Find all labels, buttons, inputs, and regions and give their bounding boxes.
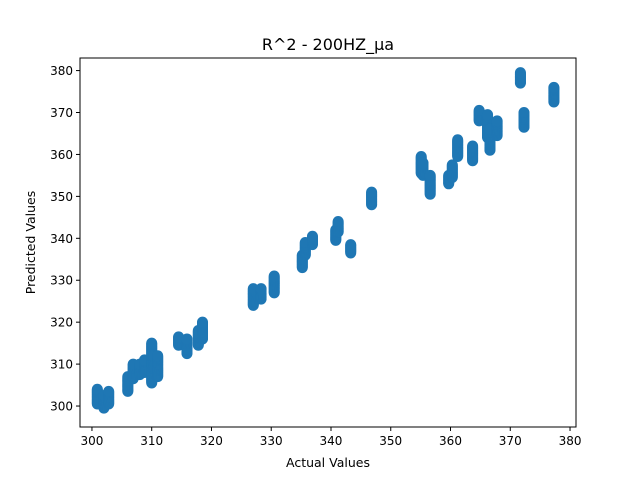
- y-tick-label: 360: [50, 148, 73, 162]
- data-point: [452, 134, 464, 146]
- y-tick-label: 380: [50, 64, 73, 78]
- x-tick-label: 320: [200, 434, 223, 448]
- data-point: [482, 109, 494, 121]
- data-point: [332, 216, 344, 228]
- y-tick-label: 300: [50, 400, 73, 414]
- data-point: [366, 186, 378, 198]
- data-point: [197, 316, 209, 328]
- y-tick-label: 330: [50, 274, 73, 288]
- data-point: [255, 283, 267, 295]
- y-tick-label: 370: [50, 106, 73, 120]
- x-tick-label: 300: [80, 434, 103, 448]
- data-point: [514, 67, 526, 79]
- x-axis-label: Actual Values: [286, 455, 370, 470]
- data-point: [424, 169, 436, 181]
- data-point: [268, 270, 280, 282]
- data-point: [152, 350, 164, 362]
- data-point: [518, 107, 530, 119]
- data-point: [181, 333, 193, 345]
- x-tick-label: 330: [260, 434, 283, 448]
- y-tick-label: 350: [50, 190, 73, 204]
- data-point: [345, 239, 357, 251]
- data-points: [91, 67, 560, 414]
- data-point: [473, 104, 485, 116]
- x-tick-label: 370: [499, 434, 522, 448]
- data-point: [173, 331, 185, 343]
- plot-frame: [79, 57, 577, 428]
- x-tick-label: 360: [439, 434, 462, 448]
- data-point: [146, 337, 158, 349]
- chart-title: R^2 - 200HZ_µa: [262, 35, 394, 55]
- x-tick-label: 340: [320, 434, 343, 448]
- x-tick-label: 350: [379, 434, 402, 448]
- x-tick-label: 380: [559, 434, 582, 448]
- data-point: [491, 115, 503, 127]
- y-tick-label: 340: [50, 232, 73, 246]
- data-point: [417, 157, 429, 169]
- y-axis-label: Predicted Values: [23, 191, 38, 295]
- data-point: [103, 385, 115, 397]
- data-point: [548, 81, 560, 93]
- data-point: [467, 140, 479, 152]
- x-axis-ticks: 300 310 320 330 340 350 360 370 380: [80, 427, 581, 448]
- data-point: [306, 230, 318, 242]
- x-tick-label: 310: [140, 434, 163, 448]
- y-axis-ticks: 300 310 320 330 340 350 360 370 380: [50, 64, 80, 414]
- data-point: [446, 159, 458, 171]
- y-tick-label: 310: [50, 358, 73, 372]
- y-tick-label: 320: [50, 316, 73, 330]
